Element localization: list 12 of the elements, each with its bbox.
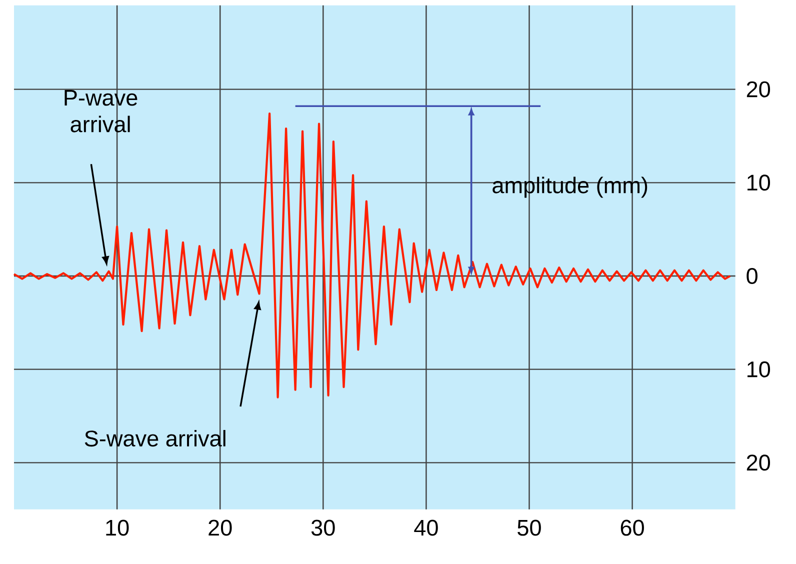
- y-tick-label: 0: [746, 268, 758, 284]
- x-tick-label: 10: [106, 520, 129, 536]
- x-tick-label: 50: [518, 520, 541, 536]
- line-series: [12, 112, 732, 398]
- y-tick-label: 10: [748, 174, 770, 191]
- x-tick-label: 60: [620, 520, 644, 536]
- x-tick-label: 30: [311, 520, 335, 536]
- x-tick-label: 40: [414, 520, 438, 536]
- y-tick-label: 20: [746, 454, 770, 471]
- x-tick-label: 20: [208, 520, 232, 536]
- y-tick-label: 20: [746, 81, 770, 98]
- y-tick-label: 10: [748, 361, 770, 378]
